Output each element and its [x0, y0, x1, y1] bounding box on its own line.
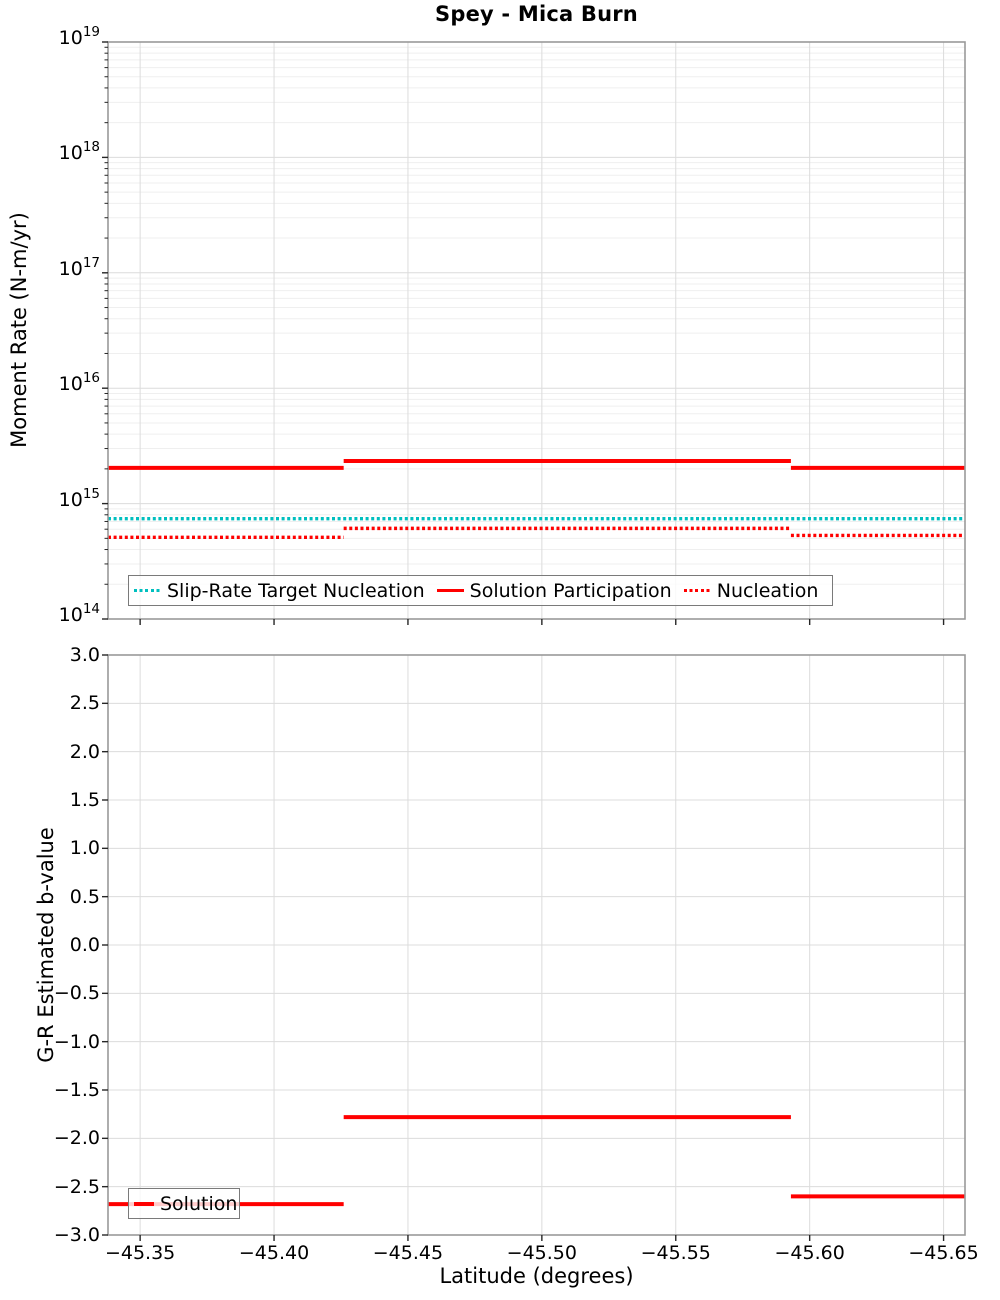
legend-label: Slip-Rate Target Nucleation: [167, 579, 425, 602]
x-tick-label: −45.40: [238, 1242, 310, 1264]
legend-line-sample-solid: [436, 588, 464, 593]
top-legend: Slip-Rate Target Nucleation Solution Part…: [128, 575, 833, 606]
y-tick-label: −0.5: [53, 982, 100, 1005]
y-tick-label: 2.5: [69, 692, 100, 715]
plot-frame: [107, 41, 966, 620]
y-tick-label: −3.0: [53, 1224, 100, 1246]
legend-item: Solution: [134, 1193, 237, 1215]
y-tick-label: 1015: [58, 485, 100, 511]
chart-title: Spey - Mica Burn: [435, 2, 638, 26]
x-tick-label: −45.65: [908, 1242, 979, 1264]
legend-label: Solution Participation: [469, 579, 672, 602]
y-tick-label: 2.0: [69, 740, 100, 763]
legend-item: Solution Participation: [436, 579, 672, 602]
x-tick-label: −45.55: [640, 1242, 711, 1264]
y-tick-label: 3.0: [69, 644, 100, 666]
legend-label: Solution: [160, 1192, 238, 1215]
legend-item: Slip-Rate Target Nucleation: [134, 580, 425, 602]
y-tick-label: 1.0: [69, 837, 100, 860]
x-tick-label: −45.50: [506, 1242, 577, 1264]
y-tick-label: 1018: [58, 139, 100, 165]
x-tick-label: −45.45: [372, 1242, 444, 1264]
bottom-legend: Solution: [128, 1188, 240, 1219]
y-tick-label: −1.5: [53, 1079, 100, 1101]
x-tick-label: −45.35: [104, 1242, 176, 1264]
x-tick-label: −45.60: [774, 1242, 845, 1264]
legend-label: Nucleation: [716, 579, 819, 602]
legend-item: Nucleation: [683, 579, 819, 602]
y-tick-label: 1017: [58, 254, 100, 280]
legend-line-sample-dotted: [683, 588, 711, 593]
y-tick-label: 0.5: [69, 885, 100, 908]
top-y-axis-label: Moment Rate (N-m/yr): [7, 212, 31, 448]
y-tick-label: −2.5: [53, 1175, 100, 1198]
legend-line-sample-solid: [134, 1201, 154, 1206]
y-tick-label: 1014: [58, 601, 100, 626]
x-axis-label: Latitude (degrees): [439, 1264, 634, 1288]
bottom-y-axis-label: G-R Estimated b-value: [34, 827, 58, 1063]
y-tick-label: 0.0: [69, 934, 100, 956]
y-tick-label: −2.0: [53, 1127, 100, 1150]
legend-line-sample-dotted: [134, 588, 161, 593]
y-tick-label: 1016: [58, 370, 100, 396]
y-tick-label: 1019: [58, 24, 100, 49]
y-tick-label: 1.5: [69, 789, 100, 811]
y-tick-label: −1.0: [53, 1030, 100, 1053]
